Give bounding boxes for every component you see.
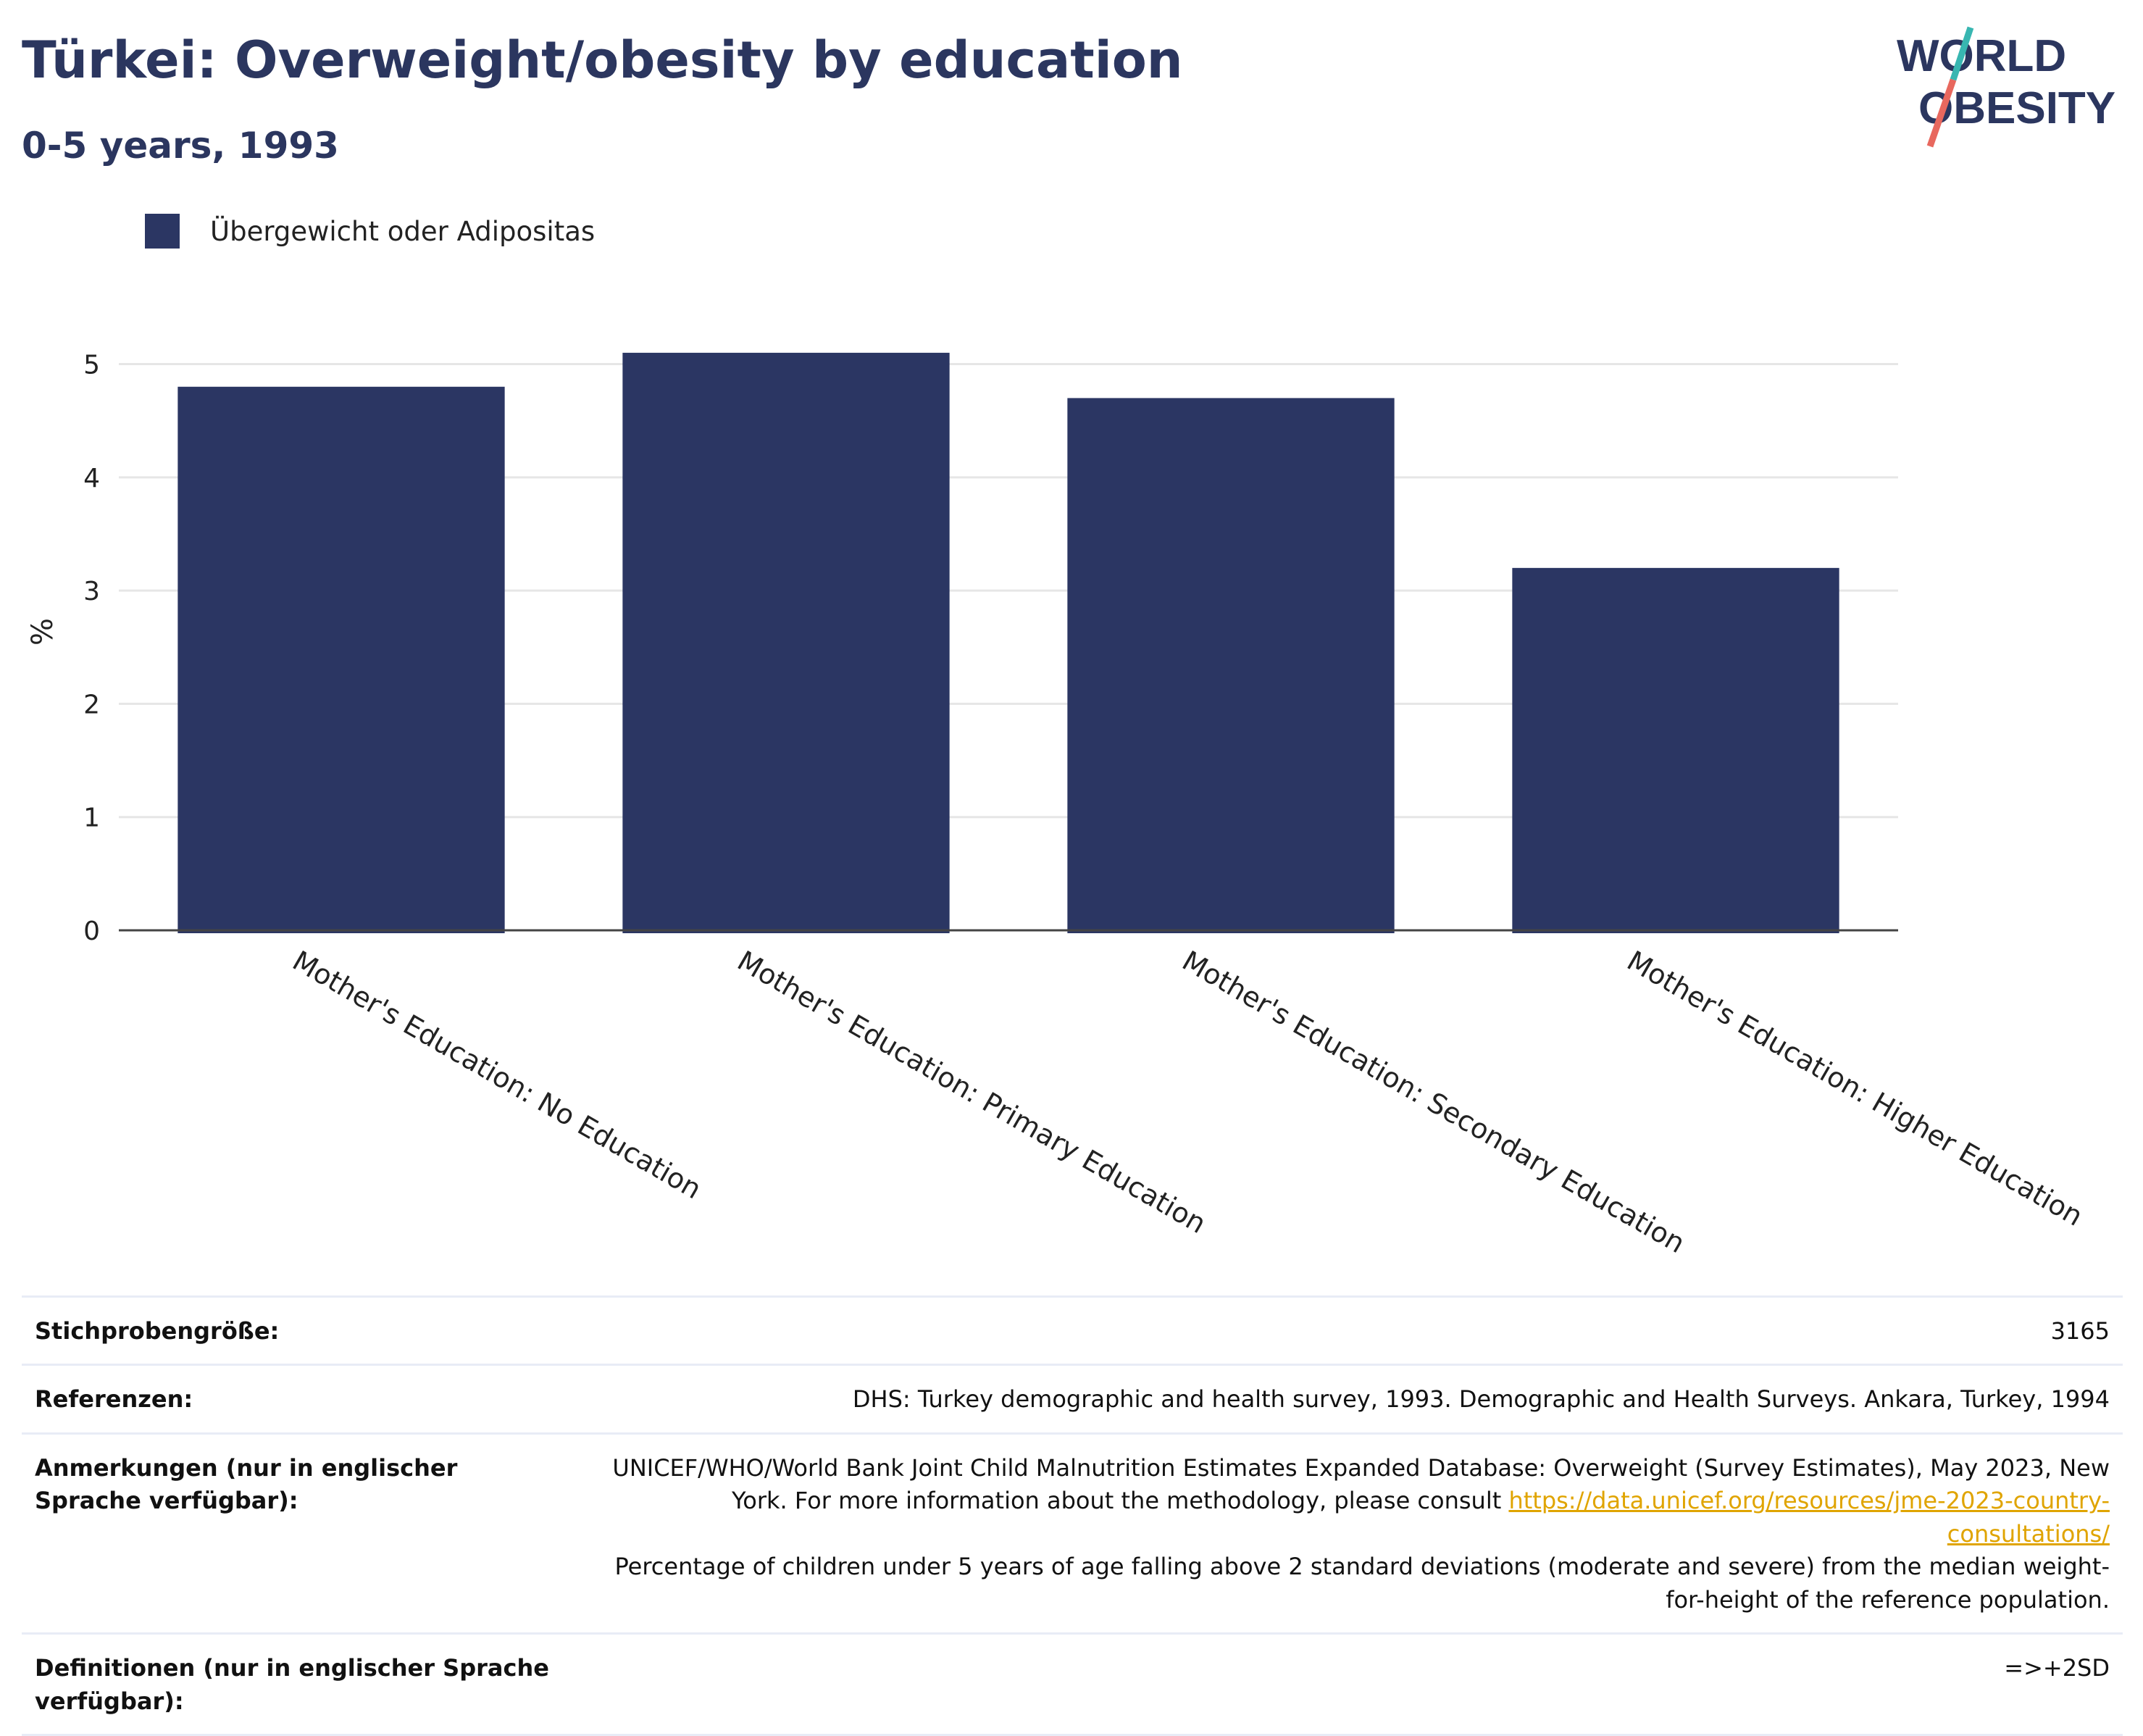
chart-title: Türkei: Overweight/obesity by education <box>22 30 1183 90</box>
x-tick-label: Mother's Education: Secondary Education <box>1177 945 1691 1260</box>
legend: Übergewicht oder Adipositas <box>145 214 595 249</box>
definitions-label: Definitionen (nur in englischer Sprache … <box>35 1654 549 1715</box>
definitions-value: =>+2SD <box>2004 1654 2110 1682</box>
sample-size-label: Stichprobengröße: <box>35 1317 280 1345</box>
bar <box>1512 567 1839 933</box>
x-tick-label: Mother's Education: Higher Education <box>1622 945 2089 1232</box>
notes-definition-text: Percentage of children under 5 years of … <box>614 1553 2110 1614</box>
info-row-references: Referenzen: DHS: Turkey demographic and … <box>22 1364 2123 1433</box>
chart-subtitle: 0-5 years, 1993 <box>22 125 339 167</box>
notes-text: UNICEF/WHO/World Bank Joint Child Malnut… <box>612 1453 2110 1515</box>
logo-word-world: WORLD <box>1897 31 2066 81</box>
legend-swatch <box>145 214 180 249</box>
y-tick-label: 3 <box>83 577 100 606</box>
y-tick-label: 1 <box>83 804 100 833</box>
y-tick-label: 2 <box>83 690 100 719</box>
methodology-link[interactable]: https://data.unicef.org/resources/jme-20… <box>1508 1487 2110 1548</box>
logo-slash-coral <box>1926 78 1957 148</box>
world-obesity-logo: WORLD OBESITY <box>1897 26 2115 148</box>
x-tick-label: Mother's Education: No Education <box>288 945 707 1206</box>
x-tick-label: Mother's Education: Primary Education <box>732 945 1212 1240</box>
y-axis-label: % <box>26 618 59 646</box>
logo-slash-teal <box>1950 26 1974 81</box>
legend-label: Übergewicht oder Adipositas <box>210 215 596 247</box>
bar <box>1067 398 1395 933</box>
references-label: Referenzen: <box>35 1385 193 1414</box>
sample-size-value: 3165 <box>2050 1317 2110 1345</box>
info-row-notes: Anmerkungen (nur in englischer Sprache v… <box>22 1433 2123 1633</box>
y-tick-label: 0 <box>83 917 100 946</box>
y-tick-label: 5 <box>83 351 100 380</box>
bar <box>177 386 505 933</box>
notes-label: Anmerkungen (nur in englischer Sprache v… <box>35 1453 458 1515</box>
references-value: DHS: Turkey demographic and health surve… <box>852 1385 2110 1414</box>
info-table: Stichprobengröße: 3165 Referenzen: DHS: … <box>22 1295 2123 1736</box>
info-row-sample: Stichprobengröße: 3165 <box>22 1296 2123 1365</box>
notes-value: UNICEF/WHO/World Bank Joint Child Malnut… <box>569 1433 2123 1633</box>
info-row-definitions: Definitionen (nur in englischer Sprache … <box>22 1633 2123 1735</box>
bar <box>622 352 950 933</box>
y-tick-label: 4 <box>83 464 100 493</box>
